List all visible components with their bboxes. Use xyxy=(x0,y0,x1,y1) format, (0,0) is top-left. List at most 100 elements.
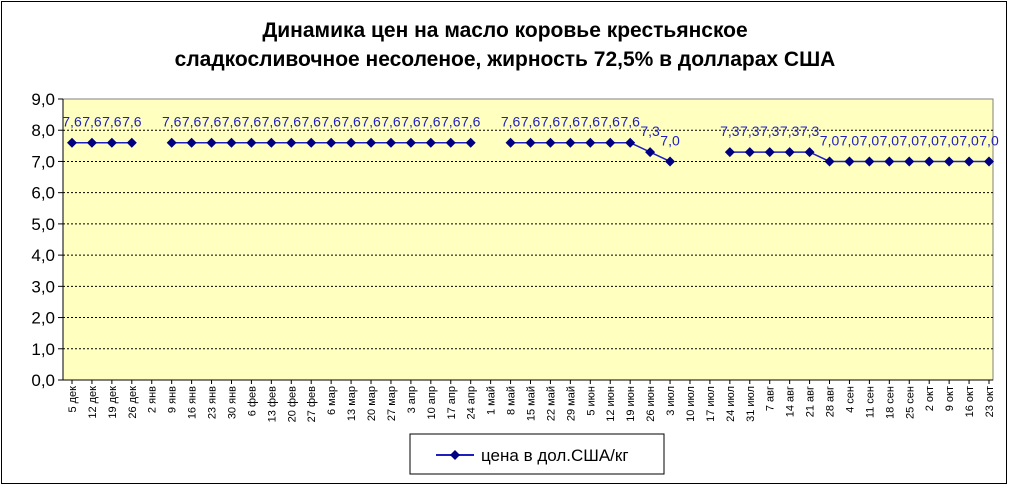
data-label: 7,3 xyxy=(640,123,660,139)
data-label: 7,6 xyxy=(162,114,182,130)
x-tick-label: 31 июл xyxy=(745,386,757,422)
x-tick-label: 30 янв xyxy=(226,386,238,419)
x-tick-label: 23 окт xyxy=(984,386,996,417)
y-tick-label: 9,0 xyxy=(31,90,55,109)
data-point xyxy=(445,137,456,148)
x-tick-label: 24 апр xyxy=(466,386,478,419)
data-label: 7,0 xyxy=(820,132,840,148)
data-point xyxy=(864,156,875,167)
x-tick-label: 10 июл xyxy=(685,386,697,422)
data-label: 7,0 xyxy=(860,132,880,148)
x-tick-label: 6 фев xyxy=(246,386,258,416)
data-point xyxy=(944,156,955,167)
data-label: 7,6 xyxy=(282,114,302,130)
data-point xyxy=(186,137,197,148)
x-tick-label: 4 сен xyxy=(844,386,856,413)
x-tick-label: 29 май xyxy=(565,386,577,421)
x-tick-label: 8 май xyxy=(506,386,518,415)
data-point xyxy=(665,156,676,167)
data-point xyxy=(166,137,177,148)
data-label: 7,6 xyxy=(541,114,561,130)
x-tick-label: 26 дек xyxy=(127,386,139,419)
x-tick-label: 19 дек xyxy=(107,386,119,419)
x-tick-label: 24 июл xyxy=(725,386,737,422)
data-label: 7,6 xyxy=(122,114,142,130)
data-point xyxy=(286,137,297,148)
x-tick-label: 17 апр xyxy=(446,386,458,419)
x-tick-label: 19 июн xyxy=(625,386,637,422)
x-tick-label: 25 сен xyxy=(904,386,916,419)
data-point xyxy=(106,137,117,148)
data-label: 7,0 xyxy=(880,132,900,148)
data-label: 7,6 xyxy=(242,114,262,130)
data-label: 7,6 xyxy=(62,114,82,130)
data-point xyxy=(645,147,656,158)
data-label: 7,6 xyxy=(421,114,441,130)
data-point xyxy=(346,137,357,148)
data-label: 7,6 xyxy=(202,114,222,130)
data-point xyxy=(605,137,616,148)
data-label: 7,6 xyxy=(561,114,581,130)
data-label: 7,6 xyxy=(361,114,381,130)
x-tick-label: 15 май xyxy=(526,386,538,421)
data-label: 7,0 xyxy=(959,132,979,148)
x-tick-label: 3 апр xyxy=(406,386,418,413)
x-tick-label: 5 июн xyxy=(585,386,597,416)
gridlines xyxy=(63,129,993,350)
x-tick-label: 16 янв xyxy=(187,386,199,419)
y-axis: 0,0 1,0 2,0 3,0 4,0 5,0 6,0 7,0 8,0 9,0 xyxy=(31,90,64,390)
data-point xyxy=(425,137,436,148)
x-tick-label: 22 май xyxy=(545,386,557,421)
x-tick-label: 16 окт xyxy=(964,386,976,417)
data-label: 7,6 xyxy=(620,114,640,130)
x-tick-label: 18 сен xyxy=(884,386,896,419)
data-points xyxy=(67,137,994,167)
x-tick-label: 13 фев xyxy=(266,386,278,422)
x-tick-label: 9 янв xyxy=(167,386,179,413)
data-point xyxy=(904,156,915,167)
legend-label: цена в дол.США/кг xyxy=(481,446,629,465)
y-tick-label: 0,0 xyxy=(31,371,55,390)
x-tick-label: 20 фев xyxy=(286,386,298,422)
data-point xyxy=(366,137,377,148)
data-label: 7,6 xyxy=(461,114,481,130)
data-label: 7,3 xyxy=(740,123,760,139)
chart-title: Динамика цен на масло коровье крестьянск… xyxy=(175,19,836,71)
x-tick-label: 27 мар xyxy=(386,386,398,421)
x-tick-label: 7 авг xyxy=(765,386,777,411)
data-label: 7,6 xyxy=(601,114,621,130)
data-point xyxy=(206,137,217,148)
data-point xyxy=(924,156,935,167)
data-label: 7,3 xyxy=(780,123,800,139)
data-point xyxy=(545,137,556,148)
data-point xyxy=(266,137,277,148)
data-label: 7,0 xyxy=(660,132,680,148)
x-tick-label: 17 июл xyxy=(705,386,717,422)
x-tick-label: 23 янв xyxy=(207,386,219,419)
x-tick-label: 2 окт xyxy=(924,386,936,411)
x-tick-label: 5 дек xyxy=(67,386,79,413)
data-point xyxy=(585,137,596,148)
data-point xyxy=(306,137,317,148)
y-tick-label: 8,0 xyxy=(31,121,55,140)
y-tick-label: 6,0 xyxy=(31,184,55,203)
x-tick-label: 9 окт xyxy=(944,386,956,411)
x-tick-label: 12 июн xyxy=(605,386,617,422)
data-point xyxy=(824,156,835,167)
data-point xyxy=(844,156,855,167)
data-point xyxy=(724,147,735,158)
data-label: 7,0 xyxy=(919,132,939,148)
x-tick-label: 27 фев xyxy=(306,386,318,422)
x-tick-label: 21 авг xyxy=(805,386,817,417)
data-point xyxy=(405,137,416,148)
x-tick-label: 12 дек xyxy=(87,386,99,419)
x-axis: 5 дек 12 дек 19 дек 26 дек 2 янв 9 янв 16 янв 2… xyxy=(63,379,996,422)
data-point xyxy=(784,147,795,158)
data-point xyxy=(465,137,476,148)
x-tick-label: 11 сен xyxy=(864,386,876,418)
data-point xyxy=(764,147,775,158)
data-label: 7,6 xyxy=(341,114,361,130)
y-tick-label: 5,0 xyxy=(31,215,55,234)
